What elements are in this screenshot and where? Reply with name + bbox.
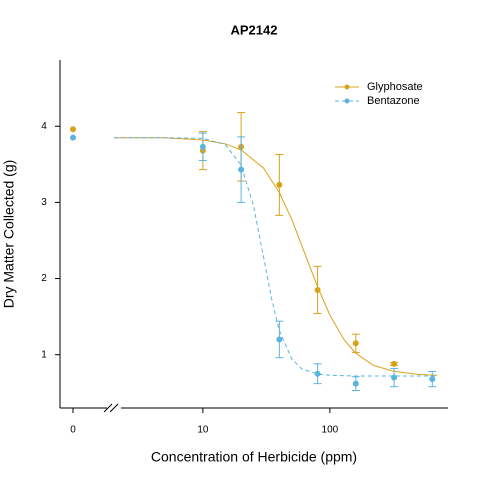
chart-title: AP2142 (231, 22, 278, 37)
y-tick-label: 2 (41, 273, 47, 284)
fit-curve (114, 137, 438, 377)
data-point (314, 370, 321, 377)
data-point (429, 376, 436, 383)
data-point (276, 181, 283, 188)
data-point (352, 340, 359, 347)
legend-label: Bentazone (367, 95, 420, 107)
x-tick-label: 100 (322, 425, 339, 436)
data-point (314, 286, 321, 293)
legend-label: Glyphosate (367, 81, 423, 93)
data-point (199, 143, 206, 150)
axis-break (109, 403, 119, 413)
data-point (70, 126, 76, 133)
legend-marker (344, 84, 350, 90)
data-point (70, 134, 76, 141)
y-tick-label: 3 (41, 197, 47, 208)
y-tick-label: 4 (41, 121, 47, 132)
x-tick-label: 0 (70, 425, 76, 436)
x-tick-label: 10 (197, 425, 209, 436)
axis-break (103, 403, 113, 413)
y-tick-label: 1 (41, 349, 47, 360)
data-point (276, 336, 283, 343)
legend-marker (344, 98, 350, 104)
data-point (391, 360, 398, 367)
x-axis-label: Concentration of Herbicide (ppm) (151, 449, 357, 465)
data-point (238, 166, 245, 173)
y-axis-label: Dry Matter Collected (g) (1, 160, 17, 309)
data-point (391, 374, 398, 381)
data-point (352, 380, 359, 387)
fit-curve (114, 137, 438, 376)
